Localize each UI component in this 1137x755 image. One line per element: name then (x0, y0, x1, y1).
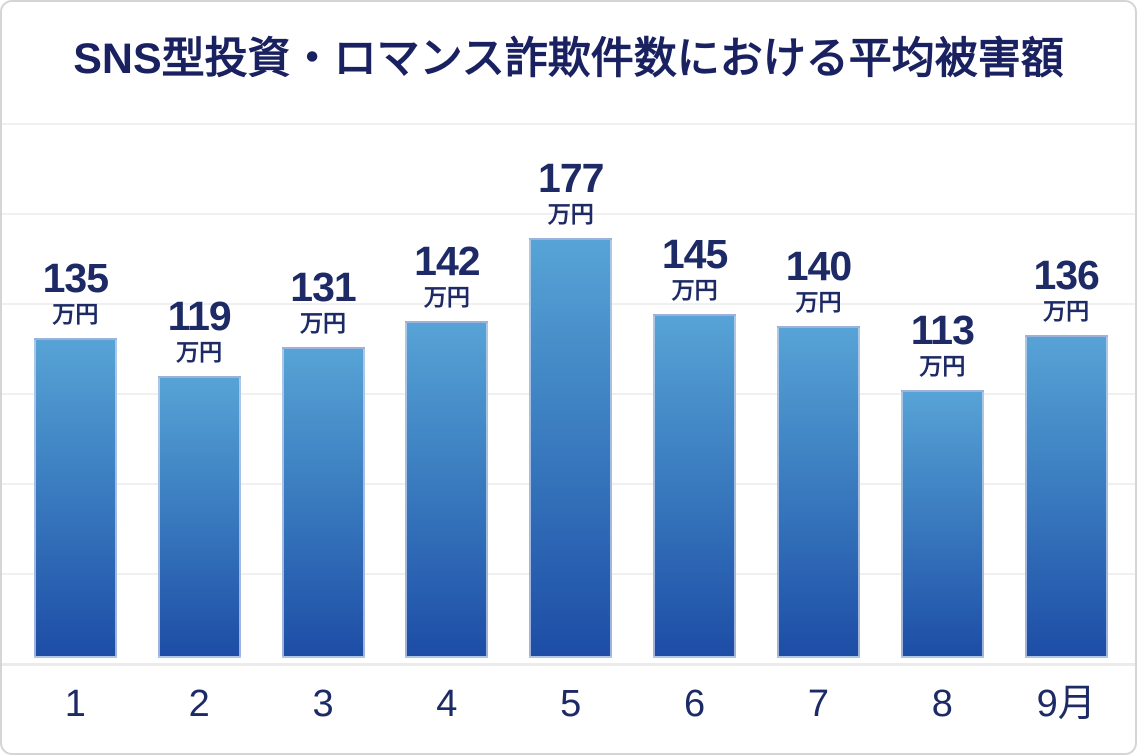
bar-value-unit: 万円 (919, 352, 966, 379)
x-axis-label: 1 (64, 683, 86, 725)
bar-month-2 (157, 376, 241, 658)
bar-month-6 (653, 314, 737, 658)
bar-value-label: 131 万円 (248, 263, 398, 336)
bar-value-label: 135 万円 (2, 254, 150, 327)
bar-month-3 (281, 347, 365, 658)
bar-value-label: 142 万円 (372, 237, 522, 310)
bar-value-label: 113 万円 (867, 306, 1017, 379)
bar-month-8 (900, 390, 984, 658)
bar-value-unit: 万円 (300, 309, 347, 336)
bar-value-label: 136 万円 (991, 251, 1135, 324)
bar-value-number: 177 (538, 154, 604, 201)
bar-value-unit: 万円 (423, 283, 470, 310)
bar-value-number: 145 (661, 230, 728, 277)
x-axis-label: 7 (807, 683, 830, 725)
x-axis-label: 8 (931, 683, 953, 725)
bar-month-7 (776, 326, 860, 658)
bar-value-number: 142 (414, 237, 480, 284)
x-axis-label: 3 (312, 683, 334, 725)
bar-month-5 (529, 238, 613, 658)
bar-value-number: 140 (785, 242, 852, 289)
bar-month-4 (405, 321, 489, 658)
bar-value-unit: 万円 (1043, 297, 1090, 324)
bar-value-number: 119 (167, 292, 232, 339)
bar-value-number: 113 (910, 306, 975, 353)
bar-value-number: 135 (42, 254, 109, 301)
bar-value-unit: 万円 (176, 338, 223, 365)
gridline (2, 213, 1135, 215)
bar-value-unit: 万円 (52, 300, 99, 327)
x-axis-line (2, 663, 1135, 666)
x-axis-label: 6 (684, 683, 706, 725)
x-axis-label: 2 (188, 683, 210, 725)
bar-month-1 (33, 338, 117, 658)
x-axis-label: 5 (560, 683, 582, 725)
bar-value-number: 131 (290, 263, 356, 310)
bar-value-label: 145 万円 (620, 230, 770, 303)
bar-value-label: 140 万円 (743, 242, 893, 315)
bar-value-unit: 万円 (795, 288, 842, 315)
bar-month-9 (1024, 335, 1108, 658)
x-axis-label: 9月 (1036, 683, 1096, 725)
bar-value-number: 136 (1033, 251, 1099, 298)
bar-value-unit: 万円 (547, 200, 594, 227)
bar-value-label: 119 万円 (124, 292, 274, 365)
bar-value-label: 177 万円 (496, 154, 646, 227)
bar-value-unit: 万円 (671, 276, 718, 303)
gridline (2, 123, 1135, 125)
chart-title: SNS型投資・ロマンス詐欺件数における平均被害額 (73, 35, 1064, 83)
x-axis-label: 4 (436, 683, 458, 725)
